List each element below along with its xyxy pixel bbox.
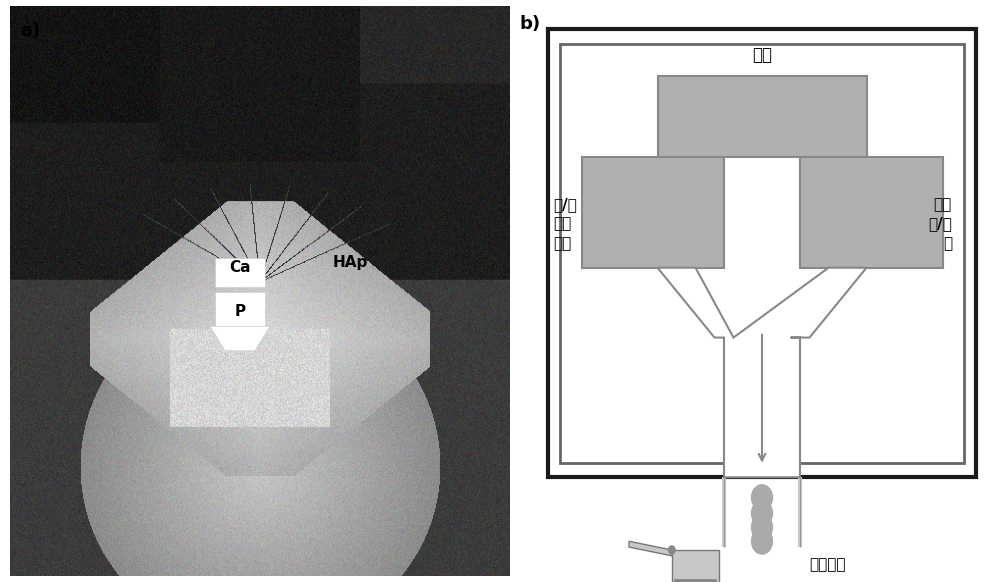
Text: 粒子收集: 粒子收集 (810, 557, 846, 572)
Text: 油相: 油相 (752, 47, 772, 64)
Polygon shape (674, 579, 717, 582)
Text: b): b) (520, 15, 541, 33)
Bar (582, 157, 724, 268)
Bar (548, 29, 976, 477)
Text: HAp: HAp (332, 255, 368, 270)
Text: P: P (234, 304, 246, 319)
Text: 磷酸
根/氨
水: 磷酸 根/氨 水 (928, 197, 952, 251)
Bar (215, 292, 265, 327)
Bar (658, 76, 866, 157)
Circle shape (752, 514, 772, 540)
Bar (672, 550, 719, 582)
Polygon shape (658, 268, 866, 477)
Text: Ca: Ca (229, 260, 251, 275)
Circle shape (752, 485, 772, 510)
Circle shape (752, 528, 772, 554)
Text: 钙/聚
丙烯
酸钅: 钙/聚 丙烯 酸钅 (553, 197, 577, 251)
Polygon shape (629, 541, 672, 556)
Bar (800, 157, 942, 268)
Bar (215, 258, 265, 287)
Text: a): a) (20, 23, 40, 41)
Bar (560, 44, 964, 463)
Polygon shape (210, 327, 270, 351)
Circle shape (752, 501, 772, 526)
Circle shape (668, 546, 675, 554)
